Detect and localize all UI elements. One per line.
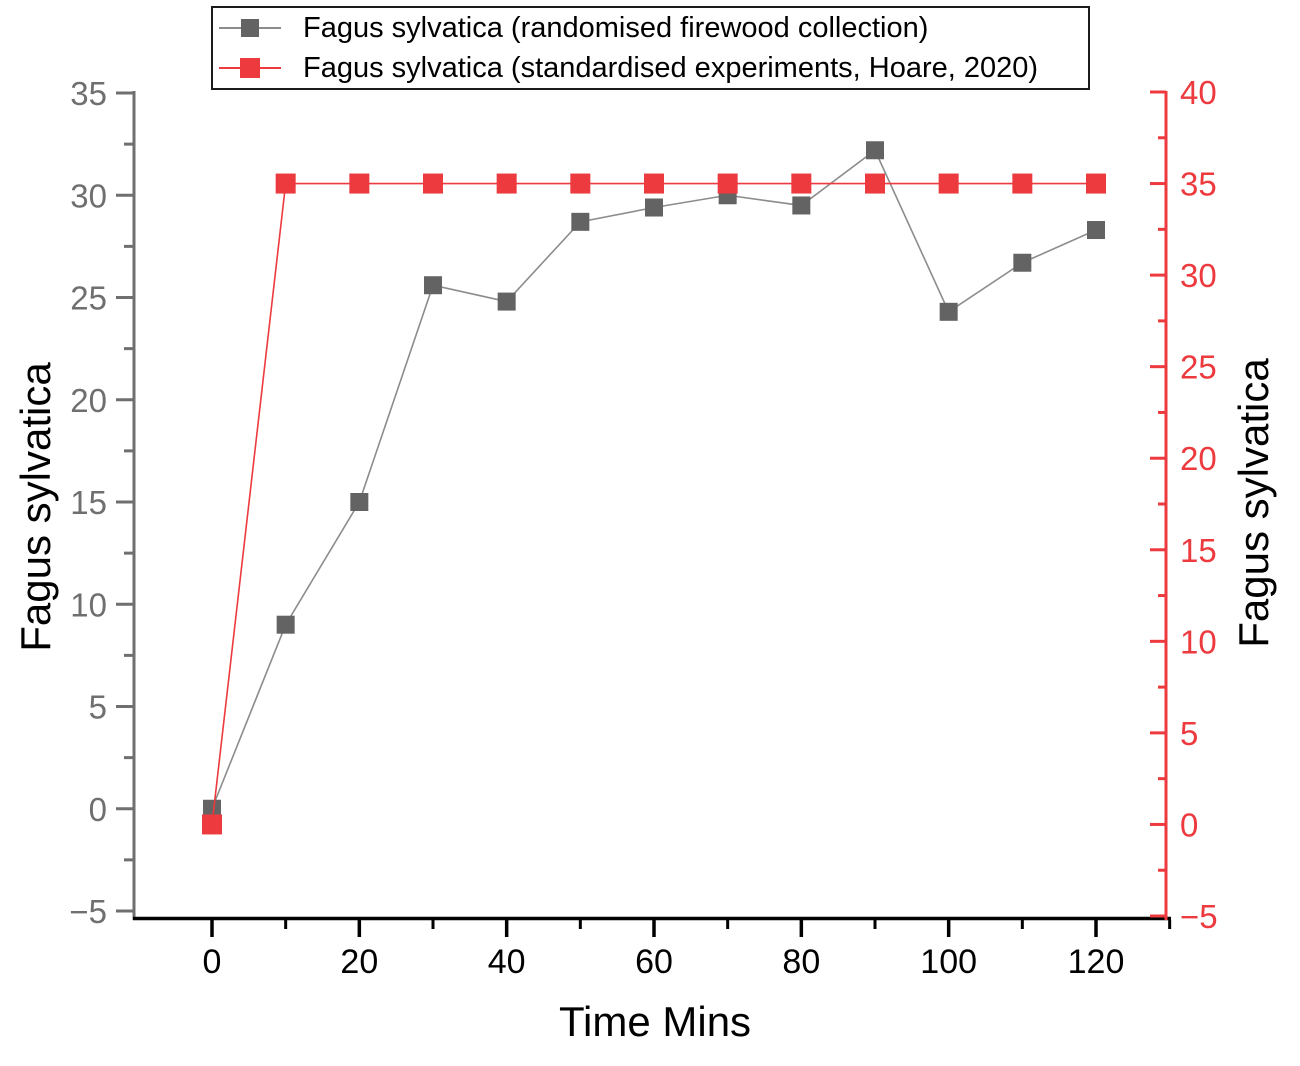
svg-text:20: 20	[340, 943, 378, 981]
svg-text:10: 10	[70, 586, 107, 623]
svg-text:0: 0	[203, 943, 222, 981]
svg-text:−5: −5	[1180, 898, 1218, 935]
svg-text:−5: −5	[69, 893, 107, 930]
series-marker-icon	[219, 58, 281, 78]
series-0	[203, 141, 1105, 818]
right-axis-ticks: −5 0 5 10 15 20 25 30 35 40	[1150, 74, 1218, 935]
svg-text:25: 25	[70, 280, 107, 317]
svg-text:35: 35	[1180, 166, 1217, 203]
svg-text:15: 15	[1180, 532, 1217, 569]
series-marker-icon	[219, 19, 281, 37]
svg-text:20: 20	[70, 382, 107, 419]
series-1	[202, 173, 1106, 835]
svg-text:5: 5	[89, 689, 107, 726]
legend-label: Fagus sylvatica (randomised firewood col…	[303, 12, 929, 44]
legend-label: Fagus sylvatica (standardised experiment…	[303, 52, 1039, 84]
svg-text:20: 20	[1180, 440, 1217, 477]
legend-item: Fagus sylvatica (standardised experiment…	[217, 48, 1080, 88]
svg-text:80: 80	[782, 943, 820, 981]
legend-item: Fagus sylvatica (randomised firewood col…	[217, 8, 1080, 48]
svg-text:60: 60	[635, 943, 673, 981]
left-axis-ticks: −5 0 5 10 15 20 25 30 35	[69, 75, 134, 930]
svg-text:25: 25	[1180, 349, 1217, 386]
svg-text:15: 15	[70, 484, 107, 521]
svg-text:40: 40	[488, 943, 526, 981]
svg-text:5: 5	[1180, 715, 1198, 752]
svg-text:0: 0	[1180, 806, 1198, 843]
legend: Fagus sylvatica (randomised firewood col…	[211, 6, 1090, 90]
svg-text:100: 100	[920, 943, 977, 981]
x-axis-title: Time Mins	[558, 998, 752, 1045]
right-axis-title: Fagus sylvatica	[1230, 358, 1277, 648]
svg-text:0: 0	[89, 791, 107, 828]
x-axis-ticks: 0 20 40 60 80 100 120	[203, 920, 1172, 981]
svg-text:35: 35	[70, 75, 107, 112]
svg-text:30: 30	[70, 177, 107, 214]
left-axis-title: Fagus sylvatica	[12, 362, 59, 652]
svg-text:30: 30	[1180, 257, 1217, 294]
svg-text:10: 10	[1180, 623, 1217, 660]
svg-text:120: 120	[1068, 943, 1125, 981]
svg-text:40: 40	[1180, 74, 1217, 111]
